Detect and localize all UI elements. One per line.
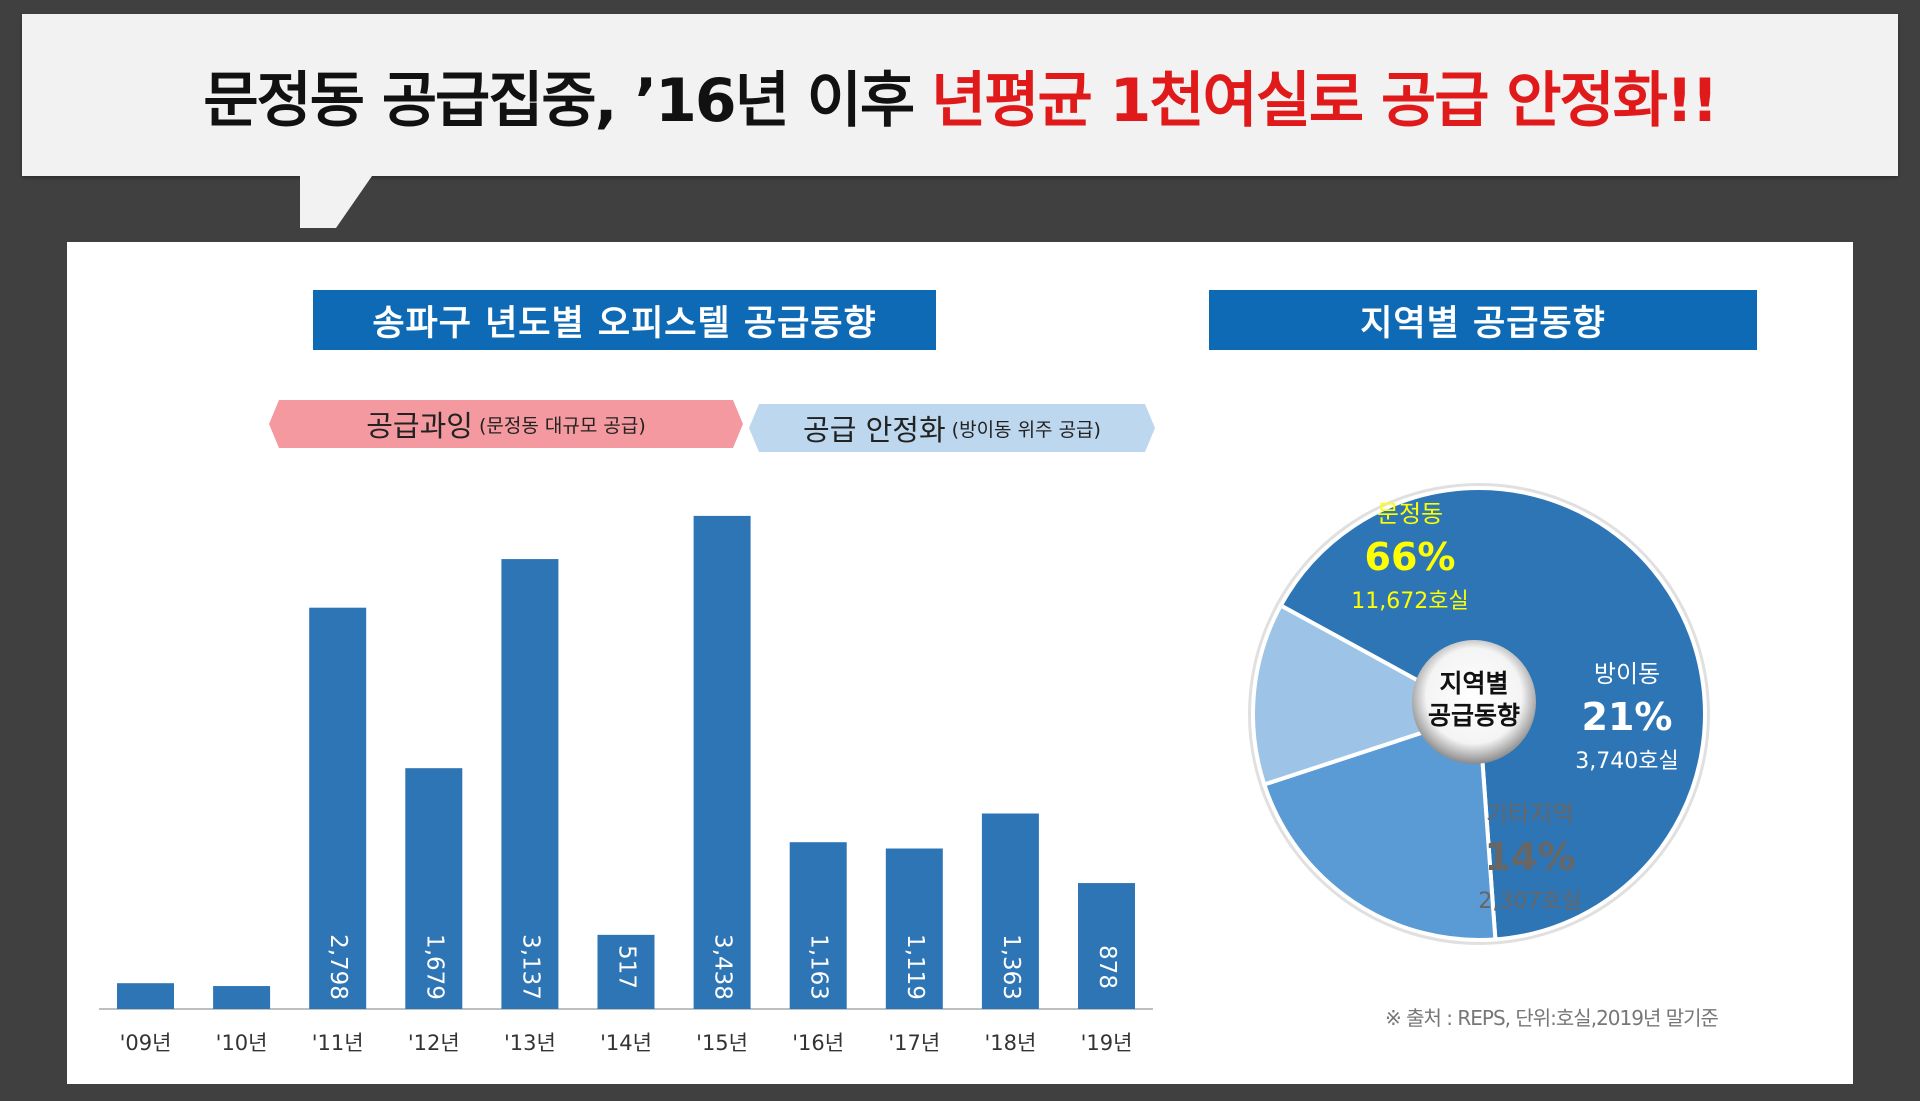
pie-center-disc <box>1412 640 1536 764</box>
bar-value-label-4: 3,137 <box>517 934 543 1000</box>
bar-chart: '09년 '10년 2,798 '11년 1,679 '12년 3,137 '13년 517 '1… <box>99 515 1153 1055</box>
pie-slice-name-1: 방이동 <box>1594 660 1660 688</box>
bar-5 <box>597 934 655 1009</box>
bar-value-label-9: 1,363 <box>998 934 1024 1000</box>
chart-panel: 송파구 년도별 오피스텔 공급동향 지역별 공급동향 공급과잉 (문정동 대규모… <box>67 242 1853 1084</box>
pie-center-label-line2: 공급동향 <box>1428 701 1520 730</box>
bar-2 <box>309 607 367 1009</box>
x-tick-label-0: '09년 <box>120 1031 172 1055</box>
bar-value-label-10: 878 <box>1094 945 1120 989</box>
bar-chart-title: 송파구 년도별 오피스텔 공급동향 <box>313 290 936 350</box>
oversupply-note: (문정동 대규모 공급) <box>478 414 646 437</box>
bar-0 <box>117 983 174 1009</box>
pie-chart-title: 지역별 공급동향 <box>1209 290 1757 350</box>
x-tick-label-1: '10년 <box>216 1031 268 1055</box>
bar-value-label-6: 3,438 <box>710 934 736 1000</box>
bar-3 <box>405 768 463 1009</box>
stabilization-banner-text: 공급 안정화 (방이동 위주 공급) <box>759 404 1145 452</box>
callout-tail <box>300 176 372 228</box>
x-tick-label-8: '17년 <box>888 1031 940 1055</box>
x-tick-label-6: '15년 <box>696 1031 748 1055</box>
x-tick-label-4: '13년 <box>504 1031 556 1055</box>
bar-4 <box>501 559 559 1009</box>
bar-10 <box>1078 883 1135 1009</box>
bar-value-label-2: 2,798 <box>325 934 351 1000</box>
bar-8 <box>885 848 943 1009</box>
bar-9 <box>981 813 1039 1009</box>
pie-slice-units-1: 3,740호실 <box>1575 749 1678 774</box>
x-tick-label-10: '19년 <box>1081 1031 1133 1055</box>
bar-1 <box>213 986 271 1009</box>
pie-slice-units-0: 11,672호실 <box>1351 589 1468 614</box>
stabilization-label: 공급 안정화 <box>803 413 946 447</box>
headline-callout: 문정동 공급집중, ’16년 이후 년평균 1천여실로 공급 안정화!! <box>22 14 1898 176</box>
pie-slice-name-2: 기타지역 <box>1486 800 1574 828</box>
pie-slice-1 <box>1261 711 1498 942</box>
source-footnote: ※ 출처 : REPS, 단위:호실,2019년 말기준 <box>1385 1006 1719 1030</box>
x-tick-label-7: '16년 <box>792 1031 844 1055</box>
oversupply-label: 공급과잉 <box>366 409 473 443</box>
pie-slice-percent-0: 66% <box>1365 535 1456 579</box>
x-tick-label-9: '18년 <box>984 1031 1036 1055</box>
bar-6 <box>693 515 751 1009</box>
bar-7 <box>789 842 847 1009</box>
pie-slice-units-2: 2,307호실 <box>1478 889 1581 914</box>
pie-slice-2 <box>1251 602 1485 788</box>
pie-slice-percent-2: 14% <box>1485 835 1576 879</box>
headline-dark-text: 문정동 공급집중, ’16년 이후 <box>203 65 915 136</box>
pie-center-label-line1: 지역별 <box>1439 669 1508 698</box>
bar-value-label-7: 1,163 <box>806 934 832 1000</box>
bar-value-label-3: 1,679 <box>421 934 447 1000</box>
oversupply-banner-text: 공급과잉 (문정동 대규모 공급) <box>279 400 733 448</box>
bar-value-label-5: 517 <box>614 945 640 989</box>
headline-red-text: 년평균 1천여실로 공급 안정화!! <box>931 65 1719 136</box>
pie-slice-percent-1: 21% <box>1582 695 1673 739</box>
x-tick-label-5: '14년 <box>600 1031 652 1055</box>
stabilization-note: (방이동 위주 공급) <box>951 418 1101 441</box>
bar-value-label-8: 1,119 <box>902 934 928 1000</box>
pie-slice-name-0: 문정동 <box>1377 500 1443 528</box>
headline: 문정동 공급집중, ’16년 이후 년평균 1천여실로 공급 안정화!! <box>22 14 1898 176</box>
x-tick-label-2: '11년 <box>312 1031 364 1055</box>
x-tick-label-3: '12년 <box>408 1031 460 1055</box>
